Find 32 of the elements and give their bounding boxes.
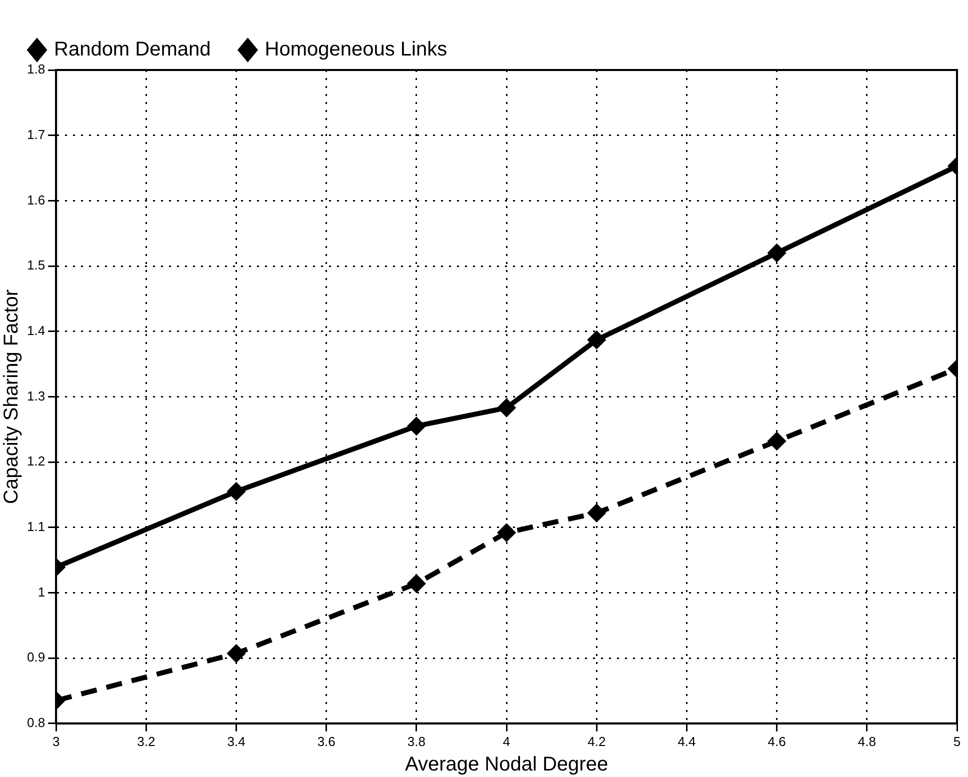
- y-axis-title: Capacity Sharing Factor: [0, 289, 23, 504]
- y-tick-label: 1.1: [26, 518, 46, 534]
- y-tick-label: 1.7: [26, 126, 46, 142]
- x-tick-label: 3.6: [317, 734, 336, 749]
- x-tick-label: 3.8: [407, 734, 426, 749]
- point: [408, 575, 425, 592]
- y-tick-label: 1.5: [26, 258, 46, 273]
- legend-label: Homogeneous Links: [264, 38, 448, 61]
- x-tick-label: 5: [953, 734, 961, 749]
- point: [498, 524, 516, 542]
- x-axis-title: Average Nodal Degree: [404, 754, 608, 776]
- point: [498, 399, 516, 416]
- x-tick-label: 4.4: [678, 734, 696, 749]
- x-tick-label: 4.2: [588, 734, 606, 749]
- point: [588, 331, 606, 348]
- y-tick-label: 1.4: [26, 322, 46, 338]
- y-tick-label: 1.8: [26, 62, 46, 77]
- y-tick-label: 0.9: [26, 650, 46, 665]
- x-tick-label: 3: [52, 734, 60, 749]
- x-tick-label: 4.6: [768, 734, 786, 749]
- x-tick-label: 3.2: [137, 734, 156, 749]
- point: [408, 418, 425, 435]
- legend-label: Random Demand: [54, 38, 211, 61]
- point: [588, 504, 606, 522]
- y-tick-label: 1: [38, 584, 46, 600]
- y-tick-label: 1.2: [26, 454, 46, 469]
- x-tick-label: 4.8: [858, 734, 876, 749]
- x-tick-label: 4: [502, 734, 510, 749]
- x-tick-label: 3.4: [227, 734, 246, 749]
- y-tick-label: 1.3: [26, 388, 46, 404]
- y-tick-label: 0.8: [26, 714, 46, 730]
- y-tick-label: 1.6: [26, 192, 46, 208]
